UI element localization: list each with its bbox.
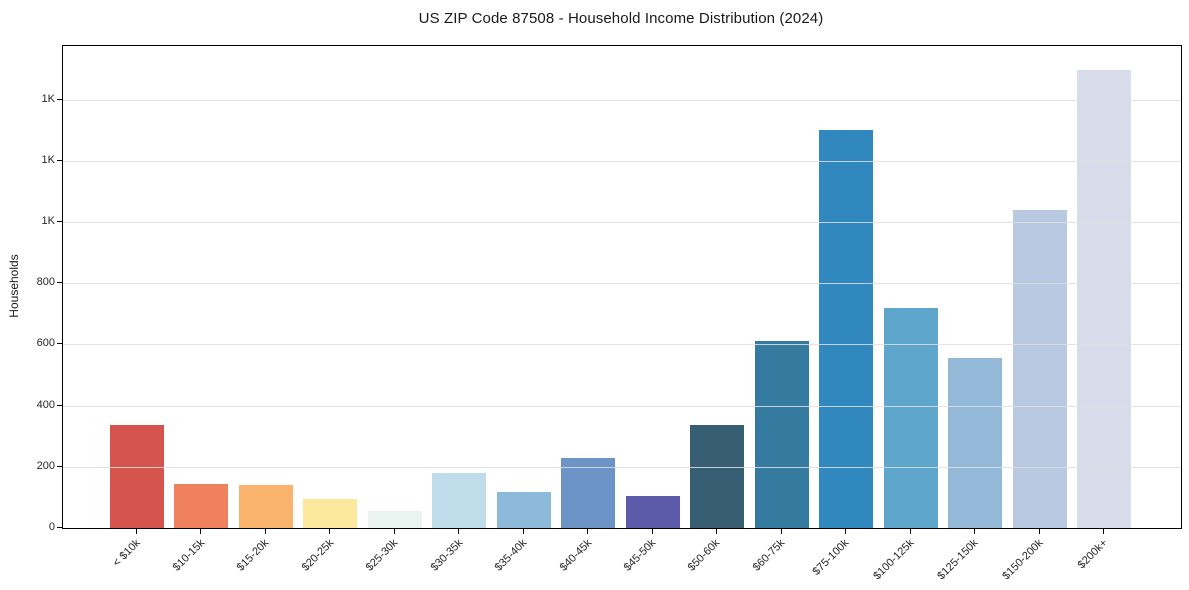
x-tick-label-35-40k: $35-40k — [492, 537, 530, 574]
x-tick-label-60-75k: $60-75k — [750, 537, 788, 574]
bar-30-35k — [432, 472, 487, 528]
x-tick-mark — [845, 529, 847, 534]
x-tick-label-45-50k: $45-50k — [621, 537, 659, 574]
y-tick-label: 600 — [36, 337, 55, 350]
bar-100-125k — [883, 307, 938, 528]
x-tick-label-20-25k: $20-25k — [299, 537, 336, 574]
y-tick-label: 800 — [36, 276, 55, 289]
bar-45-50k — [625, 496, 680, 528]
bar-150-200k — [1012, 209, 1067, 528]
gridline — [63, 466, 1181, 468]
x-tick-label-75-100k: $75-100k — [810, 537, 852, 578]
x-tick-mark — [522, 529, 524, 534]
gridline — [63, 344, 1181, 346]
x-tick-mark — [716, 529, 718, 534]
gridline — [63, 221, 1181, 223]
x-tick-mark — [200, 529, 202, 534]
y-tick-label: 1K — [41, 153, 55, 166]
bar-20-25k — [303, 498, 358, 528]
y-tick-mark — [57, 404, 62, 406]
x-tick-label-200k: $200k+ — [1075, 537, 1110, 572]
bar-200k — [1077, 70, 1132, 528]
x-tick-label-25-30k: $25-30k — [363, 537, 401, 574]
bar-40-45k — [561, 458, 616, 528]
x-tick-mark — [329, 529, 331, 534]
y-tick-label: 400 — [36, 398, 55, 411]
x-tick-mark — [1038, 529, 1040, 534]
bar-60-75k — [754, 341, 809, 528]
x-tick-mark — [458, 529, 460, 534]
gridline — [63, 160, 1181, 162]
y-tick-label: 0 — [48, 521, 55, 533]
y-tick-label: 1K — [41, 214, 55, 227]
y-tick-mark — [57, 159, 62, 161]
x-tick-mark — [264, 529, 266, 534]
chart-title: US ZIP Code 87508 - Household Income Dis… — [418, 10, 824, 27]
bar-75-100k — [819, 130, 874, 528]
bar-50-60k — [690, 425, 745, 528]
x-tick-label-15-20k: $15-20k — [234, 537, 272, 574]
x-tick-label-10k: < $10k — [110, 537, 143, 570]
bar-10-15k — [174, 483, 229, 528]
y-tick-mark — [57, 527, 62, 528]
gridline — [63, 283, 1181, 285]
bar-35-40k — [496, 492, 551, 528]
x-tick-label-50-60k: $50-60k — [686, 537, 723, 574]
x-tick-mark — [780, 529, 782, 534]
x-tick-label-150-200k: $150-200k — [999, 537, 1046, 583]
gridline — [63, 405, 1181, 407]
bar-25-30k — [367, 511, 422, 528]
x-tick-label-10-15k: $10-15k — [170, 537, 207, 574]
gridline — [63, 99, 1181, 101]
x-tick-mark — [974, 529, 976, 534]
bar-15-20k — [238, 485, 293, 528]
x-tick-mark — [393, 529, 395, 534]
y-tick-mark — [57, 343, 62, 345]
x-tick-label-100-125k: $100-125k — [870, 537, 917, 583]
y-tick-label: 1K — [41, 92, 55, 105]
y-tick-label: 200 — [36, 459, 55, 472]
bar-125-150k — [948, 358, 1003, 528]
bar-10k — [110, 425, 164, 528]
x-tick-label-40-45k: $40-45k — [557, 537, 594, 574]
y-tick-mark — [57, 220, 62, 222]
x-tick-mark — [909, 529, 911, 534]
y-tick-mark — [57, 282, 62, 284]
x-tick-mark — [587, 529, 589, 534]
plot-area — [62, 45, 1182, 529]
x-tick-label-125-150k: $125-150k — [935, 537, 981, 583]
x-tick-label-30-35k: $30-35k — [428, 537, 465, 574]
y-tick-mark — [57, 465, 62, 467]
x-tick-mark — [136, 529, 137, 534]
x-tick-mark — [1103, 529, 1105, 534]
y-tick-mark — [57, 98, 62, 100]
x-tick-mark — [651, 529, 653, 534]
